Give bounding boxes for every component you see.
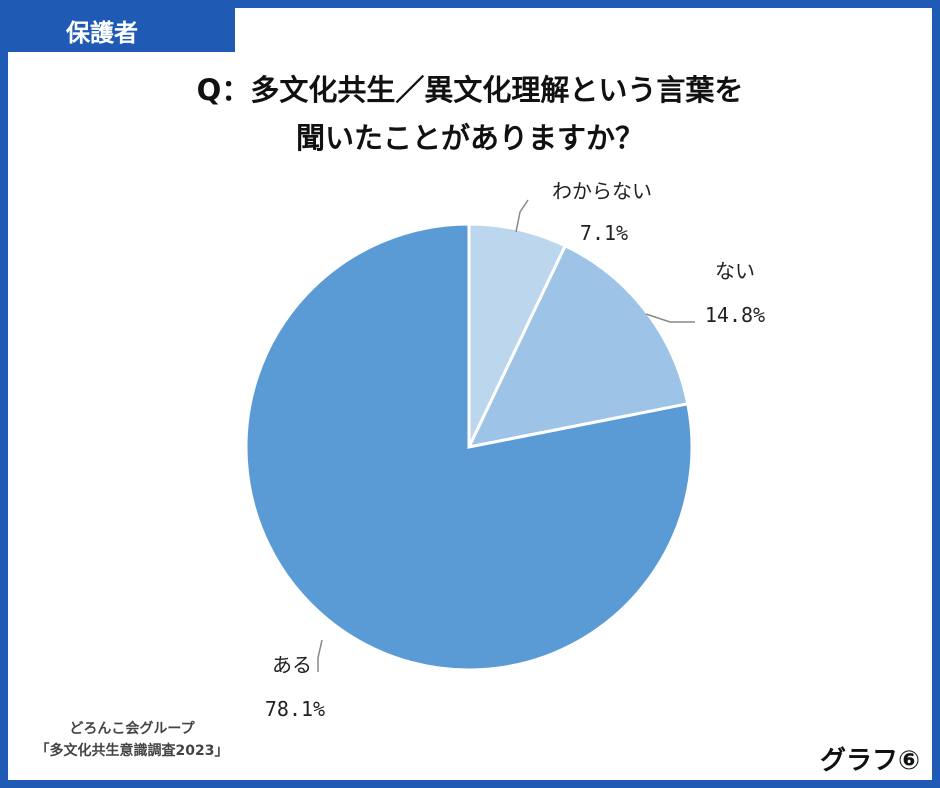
source-note: どろんこ会グループ 「多文化共生意識調査2023」 — [22, 718, 242, 762]
source-line-2: 「多文化共生意識調査2023」 — [35, 743, 229, 759]
slice-label-aru: ある — [272, 653, 312, 677]
leader-line-wakaranai — [515, 199, 529, 233]
pie-slice-aru — [244, 222, 694, 672]
slice-label-wakaranai: わからない — [552, 179, 652, 203]
title-line-2: 聞いたことがありますか？ — [295, 121, 644, 155]
leader-line-aru — [317, 639, 323, 672]
slice-value-aru: 78.1% — [265, 697, 325, 721]
title-line-1: Q：多文化共生／異文化理解という言葉を — [196, 73, 744, 107]
leader-line-nai — [645, 313, 695, 323]
pie-slice-nai — [466, 243, 690, 450]
graph-number: グラフ⑥ — [819, 746, 920, 776]
slice-label-nai: ない — [715, 259, 755, 283]
chart-title: Q：多文化共生／異文化理解という言葉を 聞いたことがありますか？ — [0, 66, 940, 162]
slice-value-wakaranai: 7.1% — [580, 221, 628, 245]
source-line-1: どろんこ会グループ — [69, 721, 195, 737]
slice-value-nai: 14.8% — [705, 303, 765, 327]
respondent-tag: 保護者 — [8, 8, 235, 52]
